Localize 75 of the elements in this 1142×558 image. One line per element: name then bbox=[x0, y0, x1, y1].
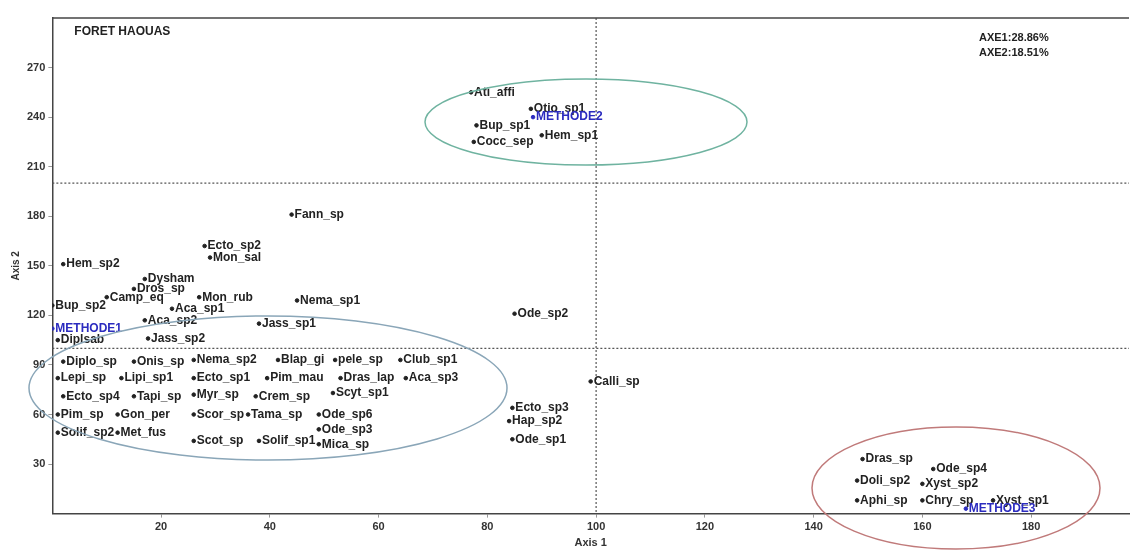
data-label: Ode_sp3 bbox=[321, 421, 373, 436]
y-tick-label: 210 bbox=[26, 159, 46, 172]
data-label: Solif_sp2 bbox=[60, 424, 115, 439]
y-tick-label: 120 bbox=[26, 308, 46, 321]
data-label: Pim_mau bbox=[270, 370, 324, 385]
data-label: Hem_sp2 bbox=[66, 256, 120, 271]
data-label: Solif_sp1 bbox=[261, 433, 316, 448]
annotation: AXE1:28.86% bbox=[979, 31, 1049, 44]
annotation: AXE2:18.51% bbox=[979, 46, 1049, 59]
data-label: Fann_sp bbox=[294, 206, 344, 221]
data-label: Crem_sp bbox=[258, 388, 311, 403]
data-label: Ecto_sp4 bbox=[66, 388, 120, 403]
y-tick-label: 270 bbox=[26, 60, 46, 73]
data-label: Aphi_sp bbox=[860, 492, 908, 507]
data-label: METHODE1 bbox=[55, 320, 123, 335]
data-label: Dras_sp bbox=[865, 451, 913, 466]
y-tick-label: 240 bbox=[26, 110, 46, 123]
data-label: Pim_sp bbox=[60, 406, 104, 421]
data-label: Ode_sp6 bbox=[321, 406, 373, 421]
x-tick-label: 80 bbox=[481, 520, 494, 533]
x-tick-label: 140 bbox=[804, 520, 823, 533]
data-label: Hem_sp1 bbox=[544, 127, 599, 142]
x-tick-label: 20 bbox=[154, 520, 168, 533]
data-label: Diplo_sp bbox=[66, 353, 117, 368]
data-label: Club_sp1 bbox=[403, 352, 458, 367]
x-tick-label: 120 bbox=[695, 520, 715, 533]
data-label: Ati_affi bbox=[474, 84, 515, 99]
data-label: Nema_sp1 bbox=[300, 292, 361, 307]
data-label: Ecto_sp1 bbox=[196, 370, 251, 385]
data-label: Onis_sp bbox=[136, 353, 185, 368]
data-label: Tama_sp bbox=[251, 406, 303, 421]
data-label: Jass_sp1 bbox=[261, 315, 317, 330]
data-label: Blap_gi bbox=[281, 352, 325, 367]
data-label: Ode_sp4 bbox=[936, 461, 988, 476]
data-label: Tapi_sp bbox=[136, 388, 182, 403]
data-label: Dysham bbox=[147, 271, 195, 286]
x-tick-label: 160 bbox=[913, 520, 932, 533]
data-label: Gon_per bbox=[120, 406, 171, 421]
data-label: Jass_sp2 bbox=[151, 330, 206, 345]
data-label: Lipi_sp1 bbox=[124, 370, 174, 385]
data-label: Scyt_sp1 bbox=[335, 385, 389, 400]
data-label: Ecto_sp2 bbox=[207, 238, 262, 253]
data-label: Ode_sp2 bbox=[517, 306, 569, 321]
x-tick-label: 100 bbox=[586, 520, 606, 533]
data-label: Ode_sp1 bbox=[515, 431, 567, 446]
data-label: Scot_sp bbox=[196, 433, 244, 448]
data-label: Myr_sp bbox=[196, 386, 239, 401]
y-tick-label: 60 bbox=[33, 407, 46, 420]
x-tick-label: 60 bbox=[372, 520, 385, 533]
data-label: Doli_sp2 bbox=[860, 472, 911, 487]
data-label: Hap_sp2 bbox=[512, 413, 563, 428]
x-axis-title: Axis 1 bbox=[574, 536, 607, 549]
x-tick-label: 40 bbox=[263, 520, 276, 533]
data-label: Bup_sp2 bbox=[55, 297, 107, 312]
data-label: Met_fus bbox=[120, 424, 167, 439]
data-label: Xyst_sp2 bbox=[925, 476, 979, 491]
y-tick-label: 150 bbox=[26, 258, 46, 271]
data-label: Lepi_sp bbox=[60, 370, 107, 385]
data-label: Calli_sp bbox=[593, 373, 640, 388]
text: FORET HAOUAS bbox=[74, 24, 171, 39]
data-label: Mon_rub bbox=[202, 289, 253, 304]
x-tick-label: 180 bbox=[1021, 520, 1041, 533]
y-tick-label: 90 bbox=[33, 357, 46, 370]
data-label: Aca_sp3 bbox=[408, 370, 459, 385]
data-label: Dras_lap bbox=[343, 370, 395, 385]
data-label: Mica_sp bbox=[321, 436, 370, 451]
y-tick-label: 180 bbox=[26, 209, 46, 222]
data-label: Cocc_sep bbox=[476, 134, 534, 149]
data-label: Nema_sp2 bbox=[196, 352, 258, 367]
y-axis-title: Axis 2 bbox=[9, 250, 21, 281]
data-label: Bup_sp1 bbox=[479, 117, 531, 132]
data-label: Scor_sp bbox=[196, 406, 245, 421]
data-label: pele_sp bbox=[338, 352, 383, 367]
y-tick-label: 30 bbox=[33, 457, 46, 470]
data-label: Ecto_sp3 bbox=[515, 400, 570, 415]
